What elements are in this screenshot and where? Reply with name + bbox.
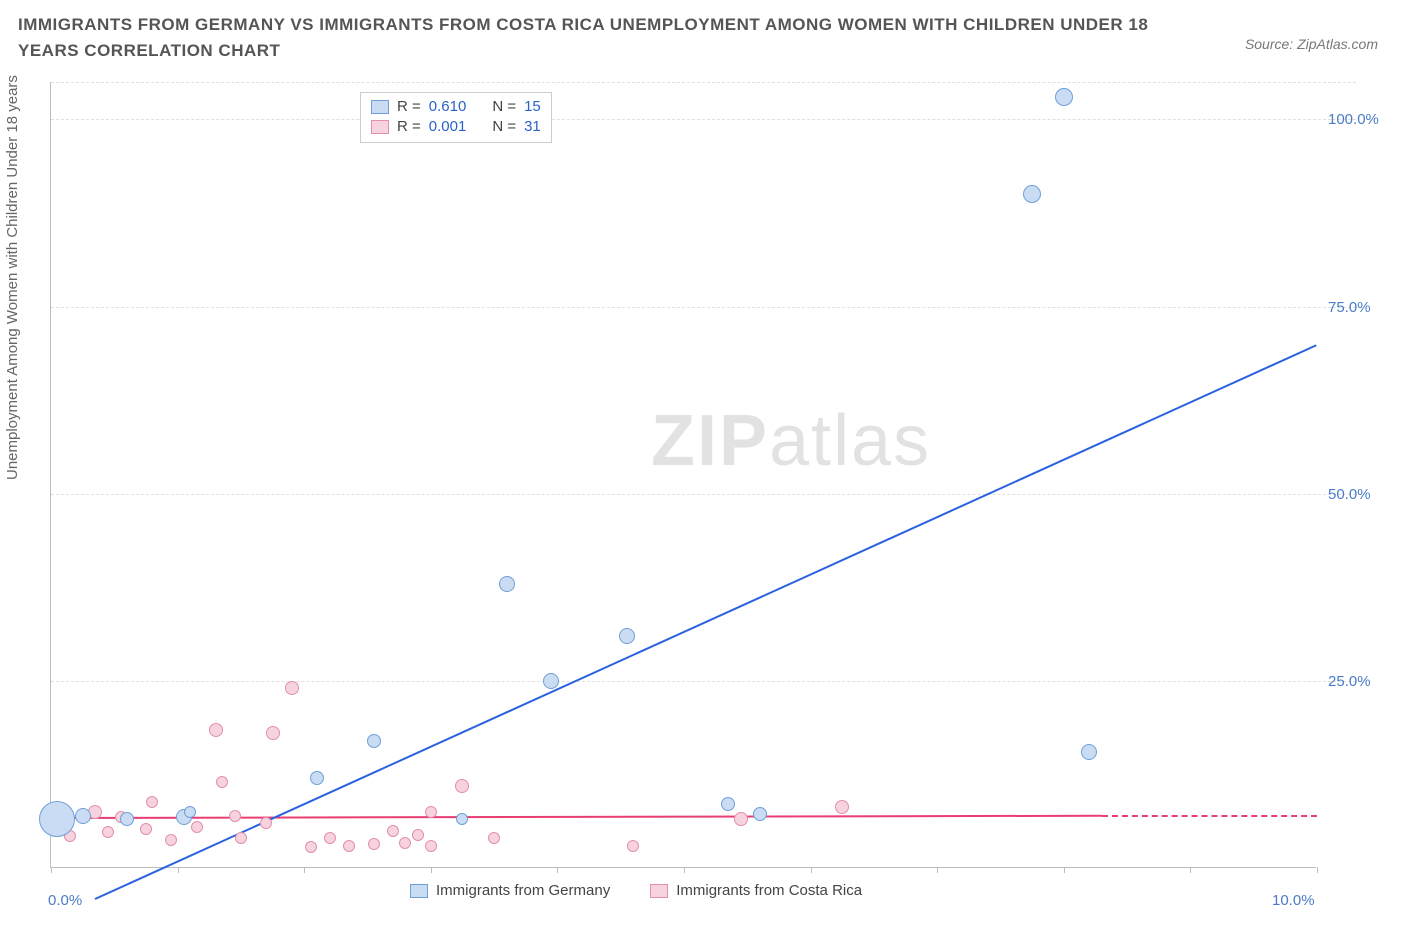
data-point-germany (1023, 185, 1041, 203)
y-tick-label: 25.0% (1328, 673, 1371, 690)
x-tick (557, 867, 558, 873)
series-legend-item: Immigrants from Germany (410, 882, 610, 899)
x-tick (178, 867, 179, 873)
watermark-light: atlas (769, 401, 931, 481)
watermark-bold: ZIP (651, 401, 769, 481)
trend-line (1102, 815, 1317, 817)
gridline (51, 119, 1356, 120)
data-point-costarica (835, 800, 849, 814)
source-name: ZipAtlas.com (1297, 36, 1378, 52)
source-prefix: Source: (1245, 36, 1297, 52)
data-point-germany (184, 806, 196, 818)
data-point-costarica (285, 681, 299, 695)
x-tick-label: 10.0% (1272, 892, 1315, 909)
trend-line (51, 815, 1102, 819)
data-point-costarica (627, 840, 639, 852)
y-tick-label: 50.0% (1328, 486, 1371, 503)
x-tick (1190, 867, 1191, 873)
data-point-costarica (266, 726, 280, 740)
gridline (51, 307, 1356, 308)
legend-r-value: 0.001 (429, 117, 467, 137)
data-point-costarica (734, 812, 748, 826)
data-point-costarica (191, 821, 203, 833)
data-point-costarica (425, 806, 437, 818)
data-point-costarica (165, 834, 177, 846)
data-point-costarica (102, 826, 114, 838)
legend-r-label: R = (397, 97, 421, 117)
gridline (51, 494, 1356, 495)
legend-n-value: 31 (524, 117, 541, 137)
legend-row: R = 0.001 N = 31 (371, 117, 541, 137)
legend-row: R = 0.610 N = 15 (371, 97, 541, 117)
data-point-costarica (368, 838, 380, 850)
data-point-germany (543, 673, 559, 689)
data-point-germany (619, 628, 635, 644)
data-point-costarica (387, 825, 399, 837)
data-point-costarica (260, 817, 272, 829)
source-attribution: Source: ZipAtlas.com (1245, 36, 1378, 52)
legend-r-value: 0.610 (429, 97, 467, 117)
data-point-germany (367, 734, 381, 748)
data-point-costarica (146, 796, 158, 808)
data-point-germany (120, 812, 134, 826)
watermark: ZIPatlas (651, 400, 931, 482)
legend-n-label: N = (492, 97, 516, 117)
data-point-germany (39, 801, 75, 837)
data-point-germany (310, 771, 324, 785)
legend-n-value: 15 (524, 97, 541, 117)
x-tick (937, 867, 938, 873)
data-point-germany (1055, 88, 1073, 106)
x-tick (51, 867, 52, 873)
data-point-costarica (343, 840, 355, 852)
data-point-germany (499, 576, 515, 592)
data-point-costarica (305, 841, 317, 853)
series-legend-label: Immigrants from Costa Rica (676, 882, 862, 899)
gridline (51, 82, 1356, 83)
series-legend-label: Immigrants from Germany (436, 882, 610, 899)
data-point-costarica (216, 776, 228, 788)
chart-title: IMMIGRANTS FROM GERMANY VS IMMIGRANTS FR… (18, 12, 1156, 65)
plot-area: ZIPatlas (50, 82, 1316, 868)
legend-swatch (410, 884, 428, 898)
gridline (51, 681, 1356, 682)
x-tick (1317, 867, 1318, 873)
data-point-germany (75, 808, 91, 824)
x-tick (304, 867, 305, 873)
correlation-legend: R = 0.610 N = 15 R = 0.001 N = 31 (360, 92, 552, 143)
legend-n-label: N = (492, 117, 516, 137)
x-tick (1064, 867, 1065, 873)
legend-r-label: R = (397, 117, 421, 137)
data-point-costarica (229, 810, 241, 822)
x-tick (811, 867, 812, 873)
data-point-germany (721, 797, 735, 811)
x-tick (684, 867, 685, 873)
data-point-costarica (455, 779, 469, 793)
y-tick-label: 75.0% (1328, 299, 1371, 316)
data-point-germany (753, 807, 767, 821)
data-point-costarica (140, 823, 152, 835)
data-point-costarica (324, 832, 336, 844)
data-point-germany (456, 813, 468, 825)
y-axis-label: Unemployment Among Women with Children U… (4, 75, 21, 480)
data-point-costarica (412, 829, 424, 841)
data-point-costarica (235, 832, 247, 844)
legend-swatch (650, 884, 668, 898)
data-point-costarica (425, 840, 437, 852)
data-point-costarica (488, 832, 500, 844)
legend-swatch (371, 120, 389, 134)
legend-swatch (371, 100, 389, 114)
x-tick (431, 867, 432, 873)
x-tick-label: 0.0% (48, 892, 82, 909)
data-point-costarica (399, 837, 411, 849)
series-legend-item: Immigrants from Costa Rica (650, 882, 862, 899)
series-legend: Immigrants from Germany Immigrants from C… (410, 882, 862, 899)
data-point-costarica (209, 723, 223, 737)
data-point-germany (1081, 744, 1097, 760)
y-tick-label: 100.0% (1328, 111, 1379, 128)
